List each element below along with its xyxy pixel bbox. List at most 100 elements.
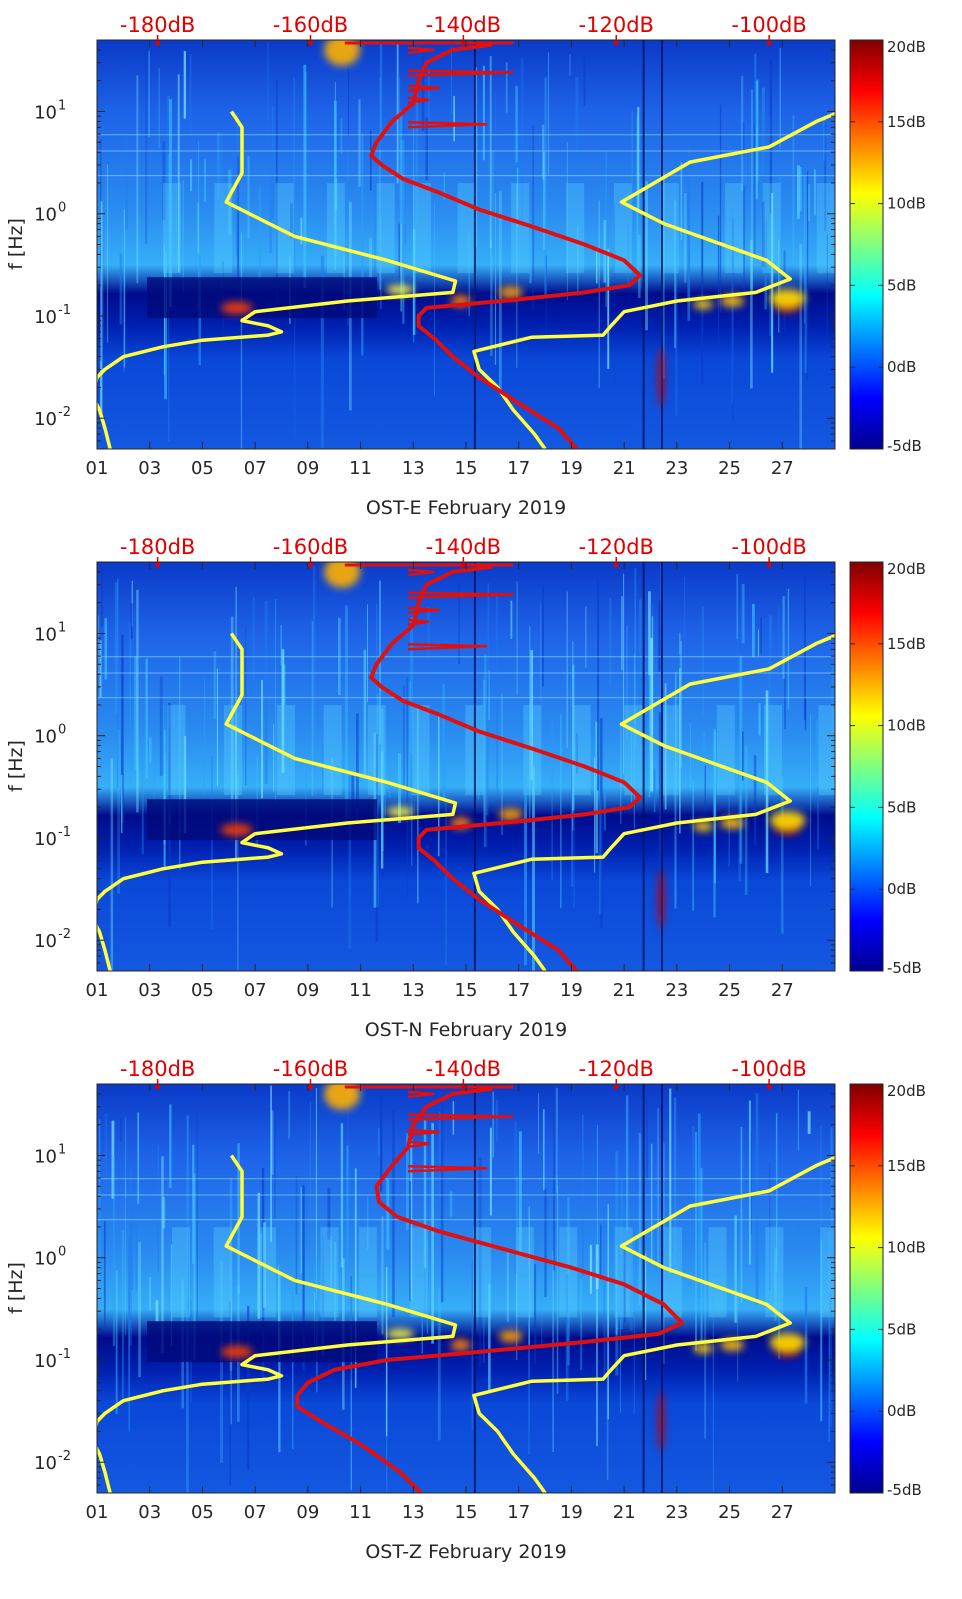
spectral-stripe — [306, 1173, 308, 1249]
colorbar-label: 20dB — [887, 560, 926, 578]
x-axis-title: OST-N February 2019 — [365, 1019, 568, 1041]
db-tick-dot — [613, 562, 619, 568]
spectrogram-hotspots — [220, 40, 806, 408]
x-tick-label: 19 — [560, 1502, 583, 1523]
spectral-stripe — [300, 217, 303, 245]
y-tick-exponent: -1 — [58, 825, 71, 840]
spectral-band — [725, 183, 744, 274]
spectral-stripe — [496, 596, 498, 796]
spectral-stripe — [196, 1115, 198, 1322]
spectral-stripe — [754, 53, 757, 126]
spectral-stripe — [615, 1245, 618, 1335]
spectral-stripe — [136, 589, 139, 813]
db-tick-dot — [766, 40, 772, 46]
spectral-stripe — [673, 1097, 677, 1272]
spectral-stripe — [778, 604, 780, 735]
red-psd-spike — [407, 46, 435, 55]
spectral-stripe — [758, 703, 761, 736]
spectral-stripe — [626, 625, 628, 739]
spectral-stripe — [769, 1162, 771, 1291]
spectral-stripe — [434, 201, 435, 396]
spectral-stripe — [575, 76, 579, 164]
spectral-stripe — [235, 586, 237, 744]
x-tick-label: 21 — [613, 1502, 636, 1523]
spectral-stripe — [594, 757, 596, 873]
spectral-stripe — [712, 1283, 714, 1493]
red-psd-spike — [407, 618, 430, 627]
db-tick-dot — [613, 1084, 619, 1090]
colorbar-label: -5dB — [887, 1481, 922, 1499]
spectral-stripe — [603, 1199, 606, 1378]
spectral-stripe — [356, 713, 359, 821]
db-tick-dot — [155, 1084, 161, 1090]
colorbar-label: 10dB — [887, 195, 926, 213]
spectral-band — [214, 183, 233, 274]
spectral-stripe — [775, 1113, 778, 1273]
spectral-stripe — [129, 622, 131, 782]
spectral-stripe — [155, 1300, 159, 1322]
spectral-stripe — [402, 139, 405, 324]
spectral-stripe — [440, 1084, 444, 1303]
energy-hotspot — [220, 823, 253, 836]
spectral-stripe — [158, 68, 160, 148]
y-axis-title: f [Hz] — [5, 740, 27, 792]
spectral-stripe — [674, 200, 677, 349]
spectral-stripe — [488, 670, 490, 721]
spectral-stripe — [186, 1296, 189, 1493]
db-tick-label: -140dB — [426, 1057, 501, 1081]
curves — [97, 1085, 835, 1493]
x-tick-label: 05 — [191, 458, 214, 479]
spectral-stripe — [629, 1214, 633, 1331]
data-gap — [642, 40, 645, 449]
spectral-stripe — [573, 773, 575, 909]
colorbar-label: 5dB — [887, 1320, 916, 1338]
yellow-noise-model-curve — [472, 1155, 835, 1493]
spectral-stripe — [350, 1293, 352, 1490]
spectral-stripe — [755, 80, 758, 200]
spectral-stripe — [216, 668, 218, 786]
spectrogram-texture — [97, 40, 835, 449]
spectral-stripe — [354, 1168, 357, 1388]
energy-hotspot — [658, 869, 664, 930]
spectral-stripe — [639, 599, 642, 700]
spectral-stripe — [369, 1175, 373, 1243]
spectral-band — [376, 183, 395, 274]
colorbar-label: 15dB — [887, 635, 926, 653]
energy-hotspot — [386, 1328, 415, 1339]
energy-hotspot — [720, 295, 745, 307]
spectral-stripe — [615, 1151, 619, 1376]
spectral-stripe — [167, 95, 170, 193]
colorbar: 20dB 15dB 10dB 5dB 0dB -5dB — [849, 1082, 926, 1499]
spectral-stripe — [367, 1196, 369, 1251]
spectral-stripe — [804, 1287, 808, 1404]
spectral-stripe — [98, 615, 99, 673]
data-gap — [473, 1084, 476, 1493]
top-db-ticks: -180dB -160dB -140dB -120dB -100dB — [120, 1057, 807, 1090]
spectral-stripe — [713, 729, 716, 918]
y-tick-label: 10 — [34, 1146, 57, 1167]
spectral-stripe — [820, 1240, 823, 1422]
colorbar-label: 0dB — [887, 880, 916, 898]
spectral-stripe — [361, 133, 364, 356]
spectral-stripe — [269, 170, 272, 253]
spectral-stripe — [551, 719, 553, 880]
spectral-stripe — [129, 1166, 132, 1346]
spectral-stripe — [137, 1112, 140, 1204]
spectral-stripe — [247, 1306, 250, 1471]
db-tick-label: -160dB — [273, 13, 348, 37]
spectral-stripe — [98, 1119, 101, 1259]
spectral-stripe — [305, 72, 307, 245]
spectral-stripe — [192, 1144, 195, 1264]
db-tick-dot — [766, 562, 772, 568]
spectral-stripe — [744, 745, 748, 895]
yellow-noise-model-curve — [97, 632, 458, 971]
y-tick-exponent: -1 — [58, 303, 71, 318]
spectral-stripe — [529, 229, 532, 284]
spectral-stripe — [182, 180, 185, 292]
spectral-band — [163, 183, 181, 274]
y-tick-label: 10 — [34, 1249, 57, 1270]
y-axis-title: f [Hz] — [5, 1262, 27, 1314]
data-gap — [661, 40, 663, 449]
spectral-stripe — [528, 1264, 530, 1455]
